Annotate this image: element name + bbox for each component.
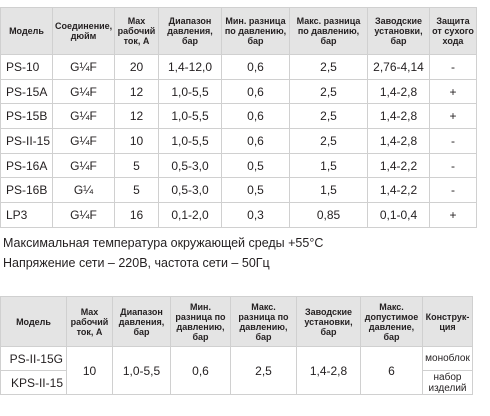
table-row: PS-16B G¼ 5 0,5-3,0 0,5 1,5 1,4-2,2- <box>0 177 477 204</box>
column-header: Заводские установки, бар <box>367 7 430 55</box>
column-header: Макс. разница по давлению, бар <box>289 7 368 55</box>
table-cell-connection: G¼F <box>52 202 115 228</box>
table-cell-model: PS-II-15 <box>0 128 53 154</box>
column-header: Соединение, дюйм <box>52 7 115 55</box>
table-cell-dry-run: - <box>429 54 477 80</box>
table-cell-range: 1,0-5,5 <box>158 103 222 130</box>
table-body: PS-10 G¼F 20 1,4-12,0 0,6 2,5 2,76-4,14- PS-15A… <box>0 54 477 228</box>
table-cell-factory: 1,4-2,8 <box>367 103 430 130</box>
table-cell-min-diff: 0,5 <box>221 177 290 204</box>
table-cell-current: 10 <box>66 346 113 395</box>
table-cell-min-diff: 0,6 <box>221 128 290 154</box>
table-row: LP3 G¼F 16 0,1-2,0 0,3 0,85 0,1-0,4 + <box>0 202 477 228</box>
table-cell-range: 1,0-5,5 <box>158 78 222 105</box>
table-cell-construction: набор изделий <box>422 370 473 395</box>
table-cell-max-diff: 2,5 <box>289 128 368 154</box>
table-cell-dry-run: - <box>429 177 477 204</box>
column-header: Защита от сухого хода <box>429 7 477 55</box>
column-header: Мах рабочий ток, А <box>66 296 113 347</box>
table-header-row: Модель Мах рабочий ток, А Диапазон давлени… <box>0 296 473 347</box>
column-header: Конструк-ция <box>422 296 473 347</box>
table-cell-factory: 1,4-2,8 <box>367 128 430 154</box>
column-header: Мах рабочий ток, А <box>114 7 159 55</box>
ambient-temperature-note: Максимальная температура окружающей сред… <box>3 236 324 250</box>
table-cell-current: 10 <box>114 128 159 154</box>
table-cell-current: 12 <box>114 78 159 105</box>
table-cell-max-diff: 0,85 <box>289 202 368 228</box>
table-row: PS-15B G¼F 12 1,0-5,5 0,6 2,5 1,4-2,8 + <box>0 103 477 130</box>
table-cell-factory: 1,4-2,8 <box>296 346 361 395</box>
table-cell-min-diff: 0,6 <box>170 346 231 395</box>
table-cell-factory: 1,4-2,2 <box>367 152 430 179</box>
table-cell-factory: 1,4-2,2 <box>367 177 430 204</box>
column-header: Мин. разница по давлению, бар <box>170 296 231 347</box>
table-row: PS-15A G¼F 12 1,0-5,5 0,6 2,5 1,4-2,8 + <box>0 78 477 105</box>
table-cell-range: 0,5-3,0 <box>158 152 222 179</box>
table-cell-range: 0,1-2,0 <box>158 202 222 228</box>
table-cell-min-diff: 0,6 <box>221 103 290 130</box>
table-cell-current: 5 <box>114 152 159 179</box>
table-cell-min-diff: 0,3 <box>221 202 290 228</box>
column-header: Диапазон давления, бар <box>158 7 222 55</box>
table-body: PS-II-15G 10 1,0-5,5 0,6 2,5 1,4-2,8 6 м… <box>0 346 473 395</box>
table-cell-model: KPS-II-15 <box>0 370 67 395</box>
table-row: KPS-II-15 набор изделий <box>0 370 473 395</box>
table-cell-model: PS-II-15G <box>0 346 67 371</box>
table-cell-max-diff: 1,5 <box>289 177 368 204</box>
table-cell-connection: G¼F <box>52 78 115 105</box>
table-cell-range: 0,5-3,0 <box>158 177 222 204</box>
table-cell-min-diff: 0,6 <box>221 54 290 80</box>
table-cell-range: 1,0-5,5 <box>112 346 171 395</box>
table-cell-construction: моноблок <box>422 346 473 371</box>
table-cell-model: PS-15A <box>0 78 53 105</box>
table-cell-min-diff: 0,6 <box>221 78 290 105</box>
table-row: PS-10 G¼F 20 1,4-12,0 0,6 2,5 2,76-4,14- <box>0 54 477 80</box>
table-cell-factory: 2,76-4,14 <box>367 54 430 80</box>
column-header: Мин. разница по давлению, бар <box>221 7 290 55</box>
column-header: Модель <box>0 7 53 55</box>
table-cell-range: 1,4-12,0 <box>158 54 222 80</box>
table-cell-max-diff: 1,5 <box>289 152 368 179</box>
table-cell-model: PS-16B <box>0 177 53 204</box>
column-header: Макс. допустимое давление, бар <box>360 296 423 347</box>
table-cell-dry-run: + <box>429 202 477 228</box>
switch-specs-table: Модель Соединение, дюйм Мах рабочий ток, А… <box>0 7 477 228</box>
table-cell-dry-run: + <box>429 103 477 130</box>
table-cell-model: LP3 <box>0 202 53 228</box>
table-cell-factory: 1,4-2,8 <box>367 78 430 105</box>
table-cell-max-diff: 2,5 <box>289 103 368 130</box>
table-cell-model: PS-10 <box>0 54 53 80</box>
table-cell-dry-run: - <box>429 128 477 154</box>
table-cell-factory: 0,1-0,4 <box>367 202 430 228</box>
table-cell-current: 20 <box>114 54 159 80</box>
table-cell-max-diff: 2,5 <box>289 54 368 80</box>
table-cell-connection: G¼F <box>52 128 115 154</box>
column-header: Заводские установки, бар <box>296 296 361 347</box>
column-header: Макс. разница по давлению, бар <box>230 296 297 347</box>
table-row: PS-II-15 G¼F 10 1,0-5,5 0,6 2,5 1,4-2,8- <box>0 128 477 154</box>
table-cell-min-diff: 0,5 <box>221 152 290 179</box>
table-cell-current: 12 <box>114 103 159 130</box>
table-cell-connection: G¼F <box>52 54 115 80</box>
table-header-row: Модель Соединение, дюйм Мах рабочий ток, А… <box>0 7 477 55</box>
table-cell-dry-run: + <box>429 78 477 105</box>
table-cell-dry-run: - <box>429 152 477 179</box>
table-cell-current: 5 <box>114 177 159 204</box>
power-supply-note: Напряжение сети – 220В, частота сети – 5… <box>3 256 270 270</box>
table-cell-max-pressure: 6 <box>360 346 423 395</box>
table-cell-max-diff: 2,5 <box>289 78 368 105</box>
table-cell-connection: G¼ <box>52 177 115 204</box>
table-cell-range: 1,0-5,5 <box>158 128 222 154</box>
table-cell-connection: G¼F <box>52 103 115 130</box>
column-header: Модель <box>0 296 67 347</box>
table-cell-current: 16 <box>114 202 159 228</box>
table-cell-model: PS-15B <box>0 103 53 130</box>
table-row: PS-16A G¼F 5 0,5-3,0 0,5 1,5 1,4-2,2- <box>0 152 477 179</box>
table-cell-max-diff: 2,5 <box>230 346 297 395</box>
switch-variants-table: Модель Мах рабочий ток, А Диапазон давлени… <box>0 296 473 395</box>
column-header: Диапазон давления, бар <box>112 296 171 347</box>
table-row: PS-II-15G 10 1,0-5,5 0,6 2,5 1,4-2,8 6 м… <box>0 346 473 395</box>
table-cell-connection: G¼F <box>52 152 115 179</box>
table-cell-model: PS-16A <box>0 152 53 179</box>
